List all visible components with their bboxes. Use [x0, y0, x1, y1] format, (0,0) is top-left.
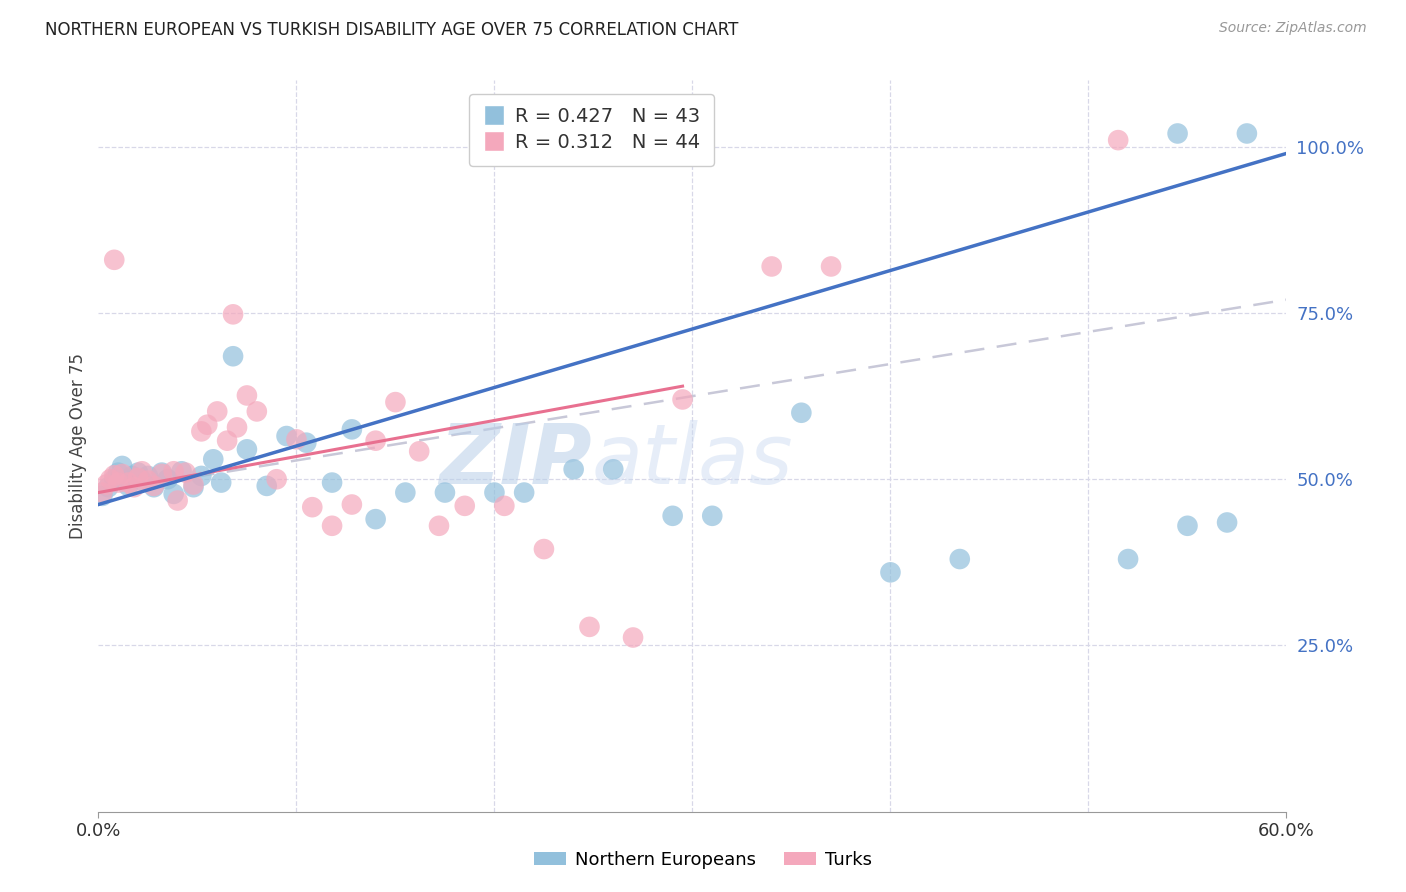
Point	[384, 395, 406, 409]
Text: ZIP: ZIP	[439, 420, 592, 501]
Point	[98, 472, 121, 486]
Point	[285, 433, 308, 447]
Text: Source: ZipAtlas.com: Source: ZipAtlas.com	[1219, 21, 1367, 36]
Point	[97, 480, 120, 494]
Legend: Northern Europeans, Turks: Northern Europeans, Turks	[527, 844, 879, 876]
Point	[117, 479, 139, 493]
Y-axis label: Disability Age Over 75: Disability Age Over 75	[69, 353, 87, 539]
Point	[122, 480, 145, 494]
Point	[91, 485, 114, 500]
Point	[1177, 518, 1199, 533]
Point	[562, 462, 585, 476]
Point	[295, 435, 318, 450]
Point	[131, 474, 153, 488]
Point	[408, 444, 430, 458]
Point	[131, 464, 153, 478]
Point	[301, 500, 323, 515]
Point	[96, 477, 118, 491]
Point	[533, 542, 555, 557]
Point	[1236, 127, 1258, 141]
Point	[513, 485, 536, 500]
Point	[256, 479, 278, 493]
Legend: R = 0.427   N = 43, R = 0.312   N = 44: R = 0.427 N = 43, R = 0.312 N = 44	[468, 94, 714, 166]
Point	[340, 422, 363, 436]
Point	[427, 518, 450, 533]
Point	[150, 466, 173, 480]
Point	[209, 475, 232, 490]
Point	[494, 499, 516, 513]
Point	[111, 467, 134, 481]
Point	[170, 464, 193, 478]
Point	[602, 462, 624, 476]
Point	[702, 508, 724, 523]
Point	[226, 420, 249, 434]
Point	[183, 477, 205, 491]
Point	[949, 552, 972, 566]
Point	[127, 466, 149, 480]
Point	[91, 489, 114, 503]
Point	[117, 475, 139, 490]
Text: atlas: atlas	[592, 420, 793, 501]
Point	[150, 467, 173, 481]
Point	[103, 472, 125, 486]
Point	[183, 480, 205, 494]
Point	[142, 480, 165, 494]
Point	[142, 479, 165, 493]
Point	[484, 485, 506, 500]
Point	[1167, 127, 1189, 141]
Point	[340, 498, 363, 512]
Point	[202, 452, 225, 467]
Point	[661, 508, 683, 523]
Text: NORTHERN EUROPEAN VS TURKISH DISABILITY AGE OVER 75 CORRELATION CHART: NORTHERN EUROPEAN VS TURKISH DISABILITY …	[45, 21, 738, 39]
Point	[266, 472, 288, 486]
Point	[394, 485, 416, 500]
Point	[454, 499, 477, 513]
Point	[276, 429, 298, 443]
Point	[879, 566, 901, 580]
Point	[107, 466, 129, 480]
Point	[121, 469, 143, 483]
Point	[190, 425, 212, 439]
Point	[761, 260, 783, 274]
Point	[820, 260, 842, 274]
Point	[364, 434, 387, 448]
Point	[236, 442, 259, 457]
Point	[222, 307, 245, 321]
Point	[578, 620, 600, 634]
Point	[621, 631, 644, 645]
Point	[671, 392, 693, 407]
Point	[136, 469, 159, 483]
Point	[136, 474, 159, 488]
Point	[1116, 552, 1139, 566]
Point	[790, 406, 813, 420]
Point	[166, 493, 188, 508]
Point	[236, 388, 259, 402]
Point	[433, 485, 456, 500]
Point	[103, 252, 125, 267]
Point	[127, 471, 149, 485]
Point	[222, 349, 245, 363]
Point	[111, 458, 134, 473]
Point	[217, 434, 239, 448]
Point	[1107, 133, 1129, 147]
Point	[190, 469, 212, 483]
Point	[103, 468, 125, 483]
Point	[364, 512, 387, 526]
Point	[163, 464, 186, 478]
Point	[321, 475, 343, 490]
Point	[205, 404, 228, 418]
Point	[1216, 516, 1239, 530]
Point	[321, 518, 343, 533]
Point	[195, 417, 218, 432]
Point	[107, 475, 129, 490]
Point	[246, 404, 269, 418]
Point	[156, 472, 179, 486]
Point	[163, 487, 186, 501]
Point	[174, 466, 197, 480]
